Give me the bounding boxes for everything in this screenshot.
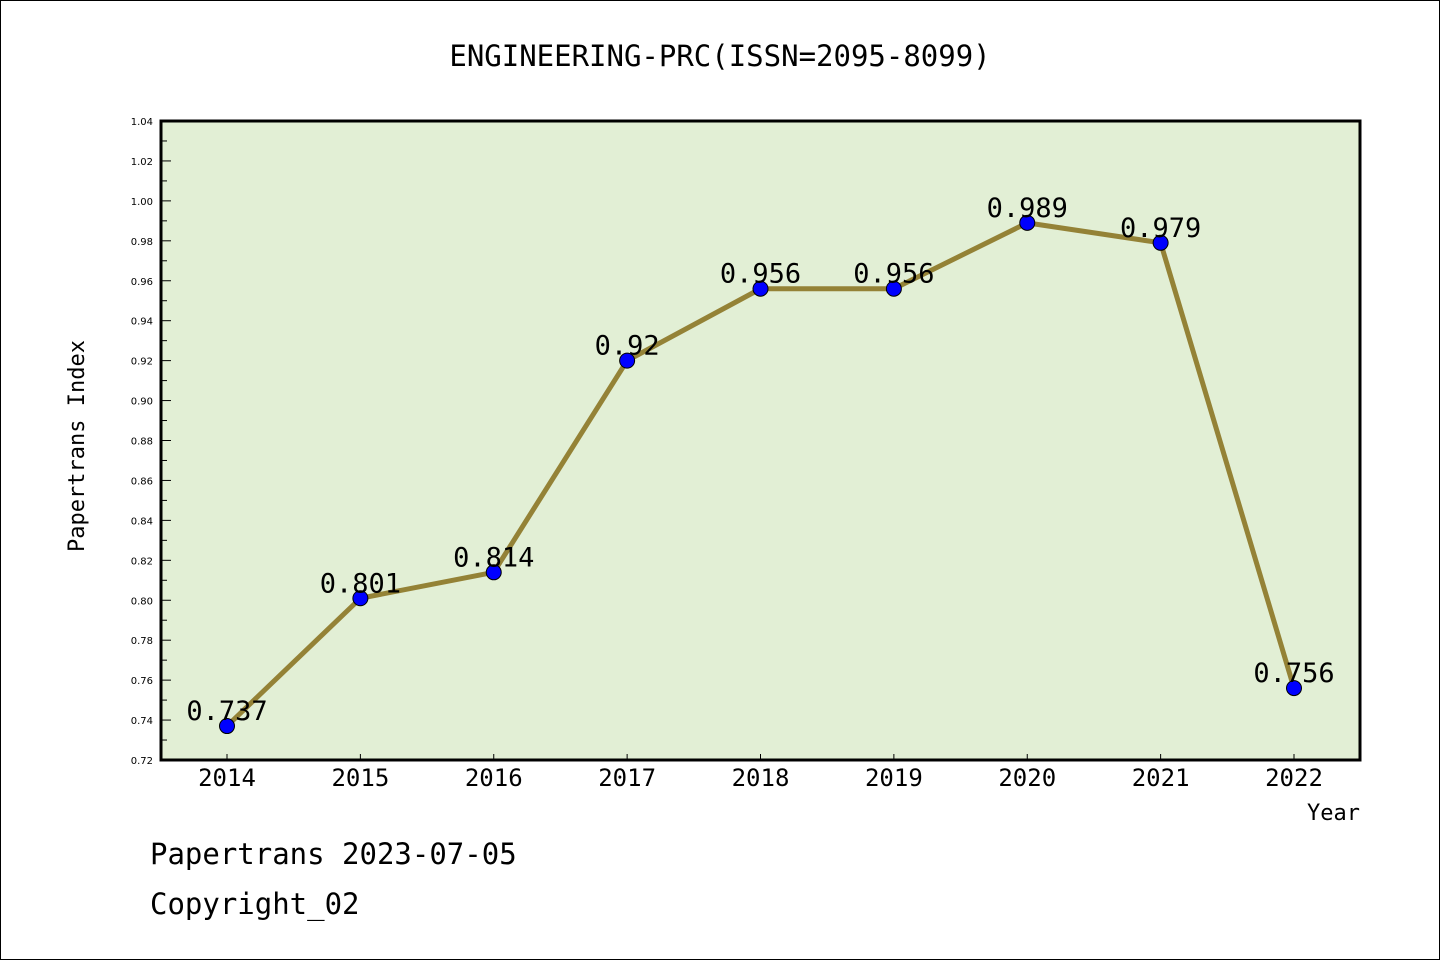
y-tick-label: 1.02 xyxy=(131,157,153,168)
y-tick-label: 0.78 xyxy=(131,636,153,647)
y-tick-label: 0.94 xyxy=(131,317,153,328)
y-axis-label: Papertrans Index xyxy=(65,340,90,552)
x-tick-label: 2020 xyxy=(998,764,1056,792)
data-point xyxy=(1152,234,1169,251)
y-tick-label: 0.84 xyxy=(131,516,153,527)
y-tick-label: 0.82 xyxy=(131,556,153,567)
y-tick-label: 1.04 xyxy=(131,117,153,128)
x-axis-label: Year xyxy=(1307,801,1360,826)
y-tick-label: 0.90 xyxy=(131,397,153,408)
x-tick-label: 2022 xyxy=(1265,764,1323,792)
footer-date: Papertrans 2023-07-05 xyxy=(150,837,517,871)
y-tick-label: 0.92 xyxy=(131,357,153,368)
data-label: 0.989 xyxy=(987,193,1068,224)
data-label: 0.801 xyxy=(320,568,401,599)
data-label: 0.92 xyxy=(595,331,660,362)
plot-border xyxy=(159,119,1362,762)
footer-copyright: Copyright_02 xyxy=(150,887,360,922)
data-point xyxy=(219,718,235,735)
data-point xyxy=(1019,214,1036,231)
data-label: 0.956 xyxy=(853,259,934,290)
data-label: 0.814 xyxy=(453,542,534,573)
y-tick-label: 0.72 xyxy=(131,756,153,767)
data-point xyxy=(619,352,636,369)
y-tick-label: 1.00 xyxy=(131,197,153,208)
data-labels: 0.737 0.801 0.814 0.92 0.956 0.956 0.989 0.979 0… xyxy=(186,193,1334,727)
data-label: 0.979 xyxy=(1120,213,1201,244)
y-tick-label: 0.96 xyxy=(131,277,153,288)
x-tick-label: 2019 xyxy=(865,764,923,792)
plot-area xyxy=(161,121,1360,760)
y-tick-label: 0.80 xyxy=(131,596,153,607)
y-tick-label: 0.88 xyxy=(131,437,153,448)
y-tick-label: 0.76 xyxy=(131,676,153,687)
data-label: 0.756 xyxy=(1253,658,1334,689)
chart-title: ENGINEERING-PRC(ISSN=2095-8099) xyxy=(449,39,990,73)
x-tick-label: 2014 xyxy=(198,764,256,792)
x-tick-label: 2016 xyxy=(465,764,523,792)
y-tick-label: 0.74 xyxy=(131,716,153,727)
x-tick-label: 2021 xyxy=(1132,764,1190,792)
data-point xyxy=(485,564,502,581)
data-point xyxy=(1286,680,1302,697)
x-tick-label: 2015 xyxy=(331,764,389,792)
data-point xyxy=(752,280,769,297)
data-label: 0.956 xyxy=(720,259,801,290)
y-tick-label: 0.98 xyxy=(131,237,153,248)
data-markers xyxy=(219,214,1302,735)
data-label: 0.737 xyxy=(186,696,267,727)
y-tick-label: 0.86 xyxy=(131,476,153,487)
x-tick-label: 2017 xyxy=(598,764,656,792)
data-point xyxy=(885,280,902,297)
x-tick-label: 2018 xyxy=(732,764,790,792)
x-axis-ticks: 2014 2015 2016 2017 2018 2019 2020 2021 2022 xyxy=(198,754,1323,792)
data-point xyxy=(352,590,369,607)
